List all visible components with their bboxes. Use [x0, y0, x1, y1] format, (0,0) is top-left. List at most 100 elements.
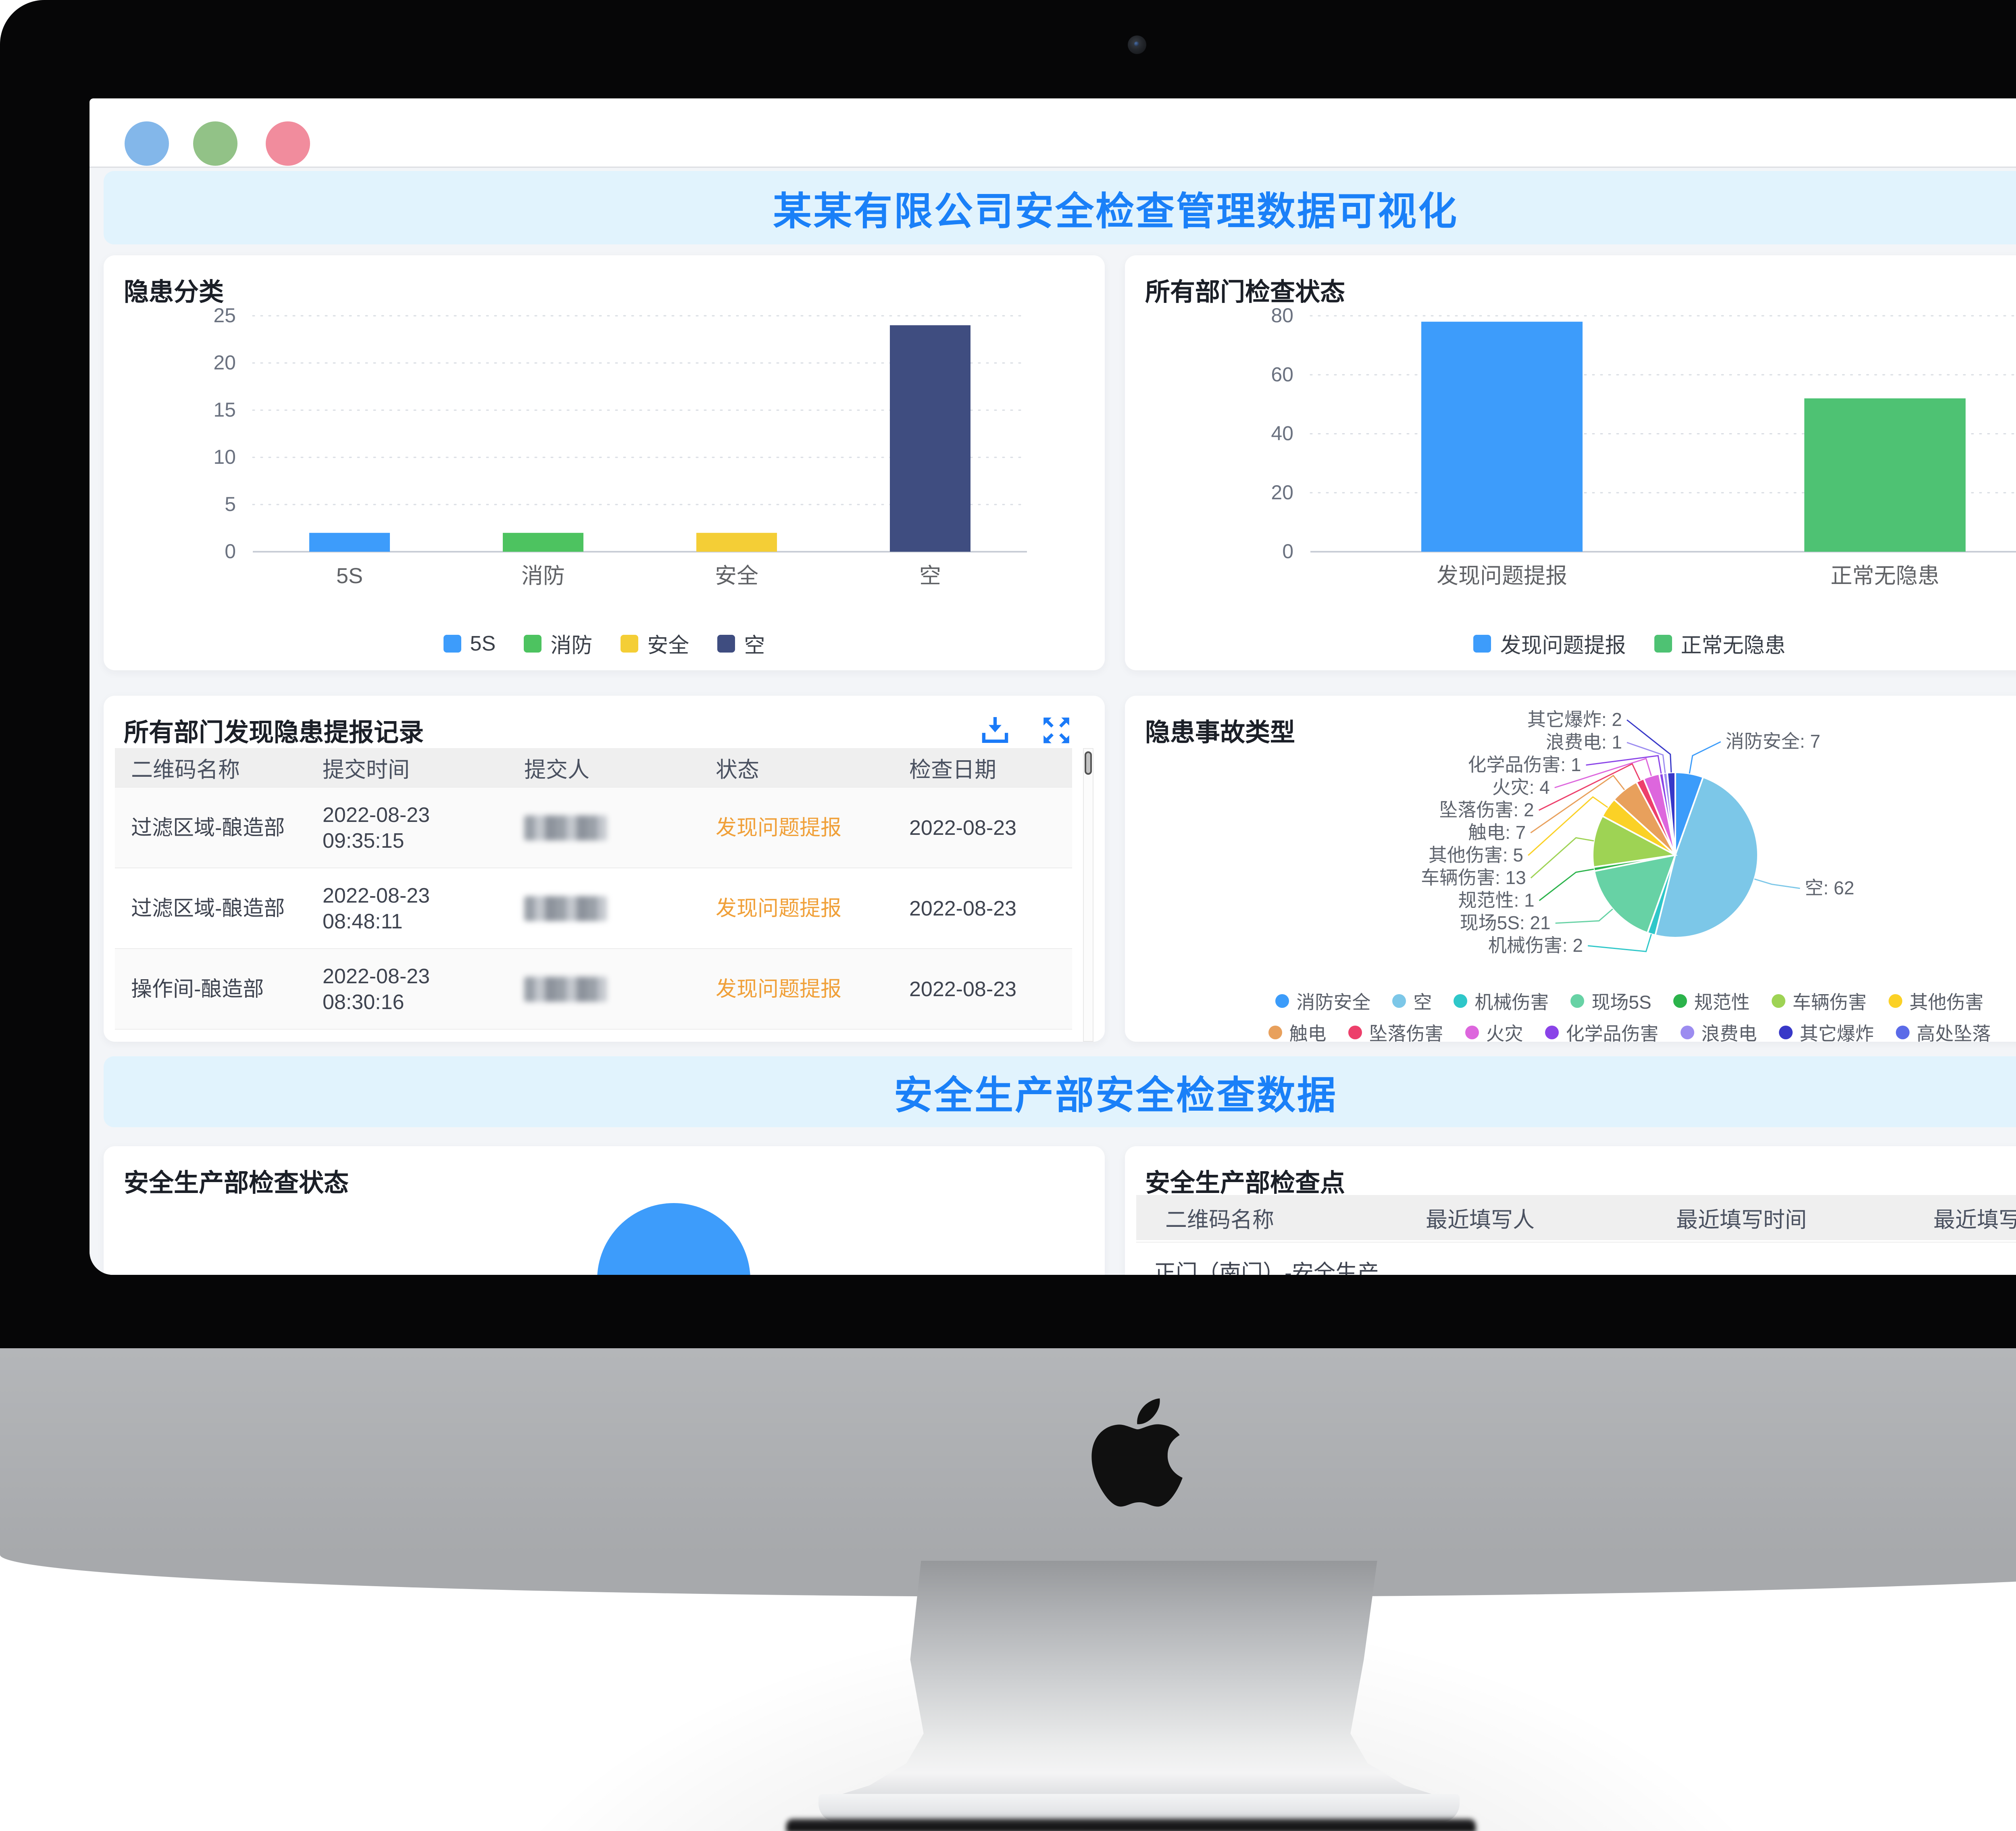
svg-text:0: 0 [225, 540, 236, 563]
window-control-green[interactable] [193, 121, 237, 166]
legend-swatch [1771, 994, 1785, 1008]
svg-text:25: 25 [213, 304, 236, 327]
expand-icon[interactable] [1039, 713, 1074, 748]
legend-item[interactable]: 规范性 [1673, 988, 1750, 1014]
col-header: 最近填写人 [1426, 1207, 1535, 1232]
table-row-partial: 正门（南门）-安全生产 [1136, 1242, 2016, 1275]
window-control-blue[interactable] [125, 121, 169, 166]
col-header: 二维码名称 [1165, 1207, 1274, 1232]
legend-item[interactable]: 火灾 [1465, 1019, 1523, 1046]
legend-item[interactable]: 消防 [524, 628, 592, 659]
legend-item[interactable]: 浪费电 [1680, 1019, 1757, 1046]
panel-title: 所有部门检查状态 [1145, 278, 1345, 306]
pie-label: 其它爆炸: 2 [1527, 709, 1622, 730]
pie-label: 消防安全: 7 [1726, 731, 1820, 752]
legend-swatch [1454, 994, 1468, 1008]
col-header: 提交人 [524, 757, 589, 782]
bar-发现问题提报 [1421, 321, 1583, 552]
qr-name-cell: 正门（南门）-安全生产 [1154, 1260, 1379, 1275]
prod-status-pie-partial [597, 1203, 750, 1275]
col-header: 提交时间 [323, 757, 410, 782]
status-link[interactable]: 发现问题提报 [716, 978, 842, 1001]
pie-label: 空: 62 [1805, 878, 1854, 899]
webcam-icon [1128, 35, 1146, 54]
monitor-stand [822, 1561, 1452, 1808]
section-title-banner: 安全生产部安全检查数据 [104, 1056, 2016, 1127]
panel-title: 所有部门发现隐患提报记录 [124, 719, 424, 747]
pie-label: 化学品伤害: 1 [1468, 754, 1581, 775]
bar-空 [890, 325, 971, 552]
legend-item[interactable]: 正常无隐患 [1654, 628, 1786, 659]
redacted-name [524, 815, 607, 840]
legend-label: 坠落伤害 [1369, 1023, 1443, 1044]
legend-item[interactable]: 车辆伤害 [1771, 988, 1867, 1014]
legend-item[interactable]: 化学品伤害 [1545, 1019, 1659, 1046]
submitter-cell [524, 868, 702, 949]
bar-安全 [696, 533, 777, 552]
pie-slice-空 [1654, 776, 1759, 938]
pie-label: 规范性: 1 [1458, 890, 1534, 911]
qr-name-cell: 过滤区域-酿造部 [131, 816, 285, 840]
legend-swatch [621, 634, 639, 653]
submitter-cell [524, 788, 702, 868]
legend-label: 空 [1413, 992, 1432, 1013]
legend-item[interactable]: 发现问题提报 [1473, 628, 1626, 659]
legend-swatch [717, 634, 735, 653]
legend-item[interactable]: 安全 [621, 628, 689, 659]
submit-time-cell: 2022-08-23 08:30:16 [323, 965, 430, 1014]
legend-swatch [443, 634, 461, 653]
legend-label: 浪费电 [1701, 1023, 1757, 1044]
legend-item[interactable]: 其他伤害 [1888, 988, 1984, 1014]
check-date-cell: 2022-08-23 [909, 816, 1016, 840]
table-row-partial [115, 1029, 1072, 1042]
panel-title: 安全生产部检查点 [1145, 1169, 1345, 1197]
svg-text:0: 0 [1282, 540, 1293, 563]
legend-item[interactable]: 触电 [1268, 1019, 1327, 1046]
svg-text:安全: 安全 [715, 564, 758, 588]
scrollbar-thumb[interactable] [1085, 751, 1092, 775]
legend-swatch [1545, 1026, 1559, 1039]
legend-swatch [1275, 994, 1289, 1008]
panel-accident-types: 隐患事故类型 其它爆炸: 2 浪费电: 1 化学品伤害: 1 火灾: 4 坠落伤害: 2… [1125, 696, 2016, 1044]
legend-item[interactable]: 机械伤害 [1454, 988, 1549, 1014]
pie-label: 坠落伤害: 2 [1439, 799, 1534, 820]
page-title: 某某有限公司安全检查管理数据可视化 [773, 190, 1458, 233]
legend-item[interactable]: 空 [717, 628, 765, 659]
pie-slice-现场5S [1593, 854, 1677, 934]
table-scrollbar[interactable] [1083, 748, 1093, 1042]
status-link[interactable]: 发现问题提报 [716, 897, 842, 920]
redacted-name [524, 977, 607, 1002]
col-header: 最近填写时间 [1676, 1207, 1807, 1232]
panel-actions [977, 713, 1074, 748]
legend-item[interactable]: 其它爆炸 [1779, 1019, 1874, 1046]
legend-item[interactable]: 坠落伤害 [1348, 1019, 1443, 1046]
svg-text:10: 10 [213, 446, 236, 468]
download-icon[interactable] [977, 713, 1013, 748]
status-link[interactable]: 发现问题提报 [716, 816, 842, 840]
svg-text:40: 40 [1271, 422, 1293, 445]
legend-item[interactable]: 现场5S [1570, 988, 1652, 1014]
svg-text:60: 60 [1271, 363, 1293, 386]
monitor-chin [0, 1348, 2016, 1555]
legend-label: 火灾 [1486, 1023, 1523, 1044]
legend-swatch [524, 634, 542, 653]
panel-hazard-records: 所有部门发现隐患提报记录 [104, 696, 1105, 1042]
records-table: 二维码名称 提交时间 提交人 状态 检查日期 过滤区域-酿造部 2022-08-… [115, 748, 1072, 1042]
legend-item[interactable]: 高处坠落 [1895, 1019, 1991, 1046]
pie-label: 车辆伤害: 13 [1421, 867, 1526, 888]
pie-legend-row-2: 触电 坠落伤害 火灾 化学品伤害 浪费电 其它爆炸 高处坠落 [1125, 1019, 2016, 1046]
window-control-red[interactable] [266, 121, 310, 166]
panel-prod-points: 安全生产部检查点 [1125, 1146, 2016, 1275]
panel-hazard-category: 隐患分类 0 5 10 15 20 25 5S 消防 安全空 5S 消防 安全空 [104, 255, 1105, 670]
legend-item[interactable]: 空 [1392, 988, 1432, 1014]
screen: 某某有限公司安全检查管理数据可视化 隐患分类 0 5 10 15 20 25 5S 消防 安全空… [90, 98, 2016, 1275]
apple-logo-icon [1091, 1398, 1183, 1507]
pie-label: 其他伤害: 5 [1429, 845, 1523, 865]
table-row: 操作间-酿造部 2022-08-23 08:30:16 发现问题提报 2022-0… [115, 948, 1072, 1029]
legend-item[interactable]: 消防安全 [1275, 988, 1370, 1014]
legend-swatch [1473, 634, 1491, 653]
legend-item[interactable]: 5S [443, 632, 496, 656]
svg-text:20: 20 [213, 351, 236, 374]
hazard-category-bar-chart: 0 5 10 15 20 25 5S 消防 安全 空 [213, 304, 1028, 588]
submitter-cell [524, 949, 702, 1030]
